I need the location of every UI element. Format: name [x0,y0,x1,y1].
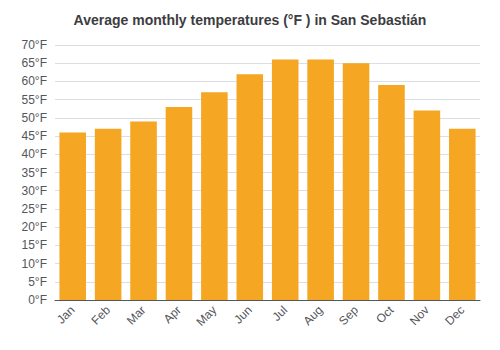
svg-text:Feb: Feb [89,303,114,328]
svg-text:0°F: 0°F [28,293,47,307]
svg-text:50°F: 50°F [22,111,47,125]
svg-text:30°F: 30°F [22,184,47,198]
svg-text:Mar: Mar [124,303,149,327]
svg-text:Jul: Jul [269,303,290,324]
svg-text:Sep: Sep [336,303,361,328]
svg-text:Jan: Jan [54,303,78,327]
svg-text:Oct: Oct [373,303,397,327]
svg-text:55°F: 55°F [22,93,47,107]
svg-text:25°F: 25°F [22,202,47,216]
svg-text:45°F: 45°F [22,129,47,143]
svg-text:15°F: 15°F [22,238,47,252]
svg-text:60°F: 60°F [22,74,47,88]
svg-text:Nov: Nov [407,303,432,328]
svg-text:65°F: 65°F [22,56,47,70]
svg-text:70°F: 70°F [22,38,47,52]
svg-text:35°F: 35°F [22,166,47,180]
svg-text:5°F: 5°F [28,275,47,289]
svg-text:Dec: Dec [442,303,467,328]
svg-text:20°F: 20°F [22,220,47,234]
svg-text:10°F: 10°F [22,257,47,271]
svg-text:40°F: 40°F [22,147,47,161]
svg-text:Jun: Jun [231,303,255,327]
svg-text:Apr: Apr [161,303,184,326]
svg-text:Aug: Aug [301,303,326,328]
svg-text:May: May [193,303,219,329]
svg-text:Average monthly temperatures (: Average monthly temperatures (°F ) in Sa… [74,12,427,28]
